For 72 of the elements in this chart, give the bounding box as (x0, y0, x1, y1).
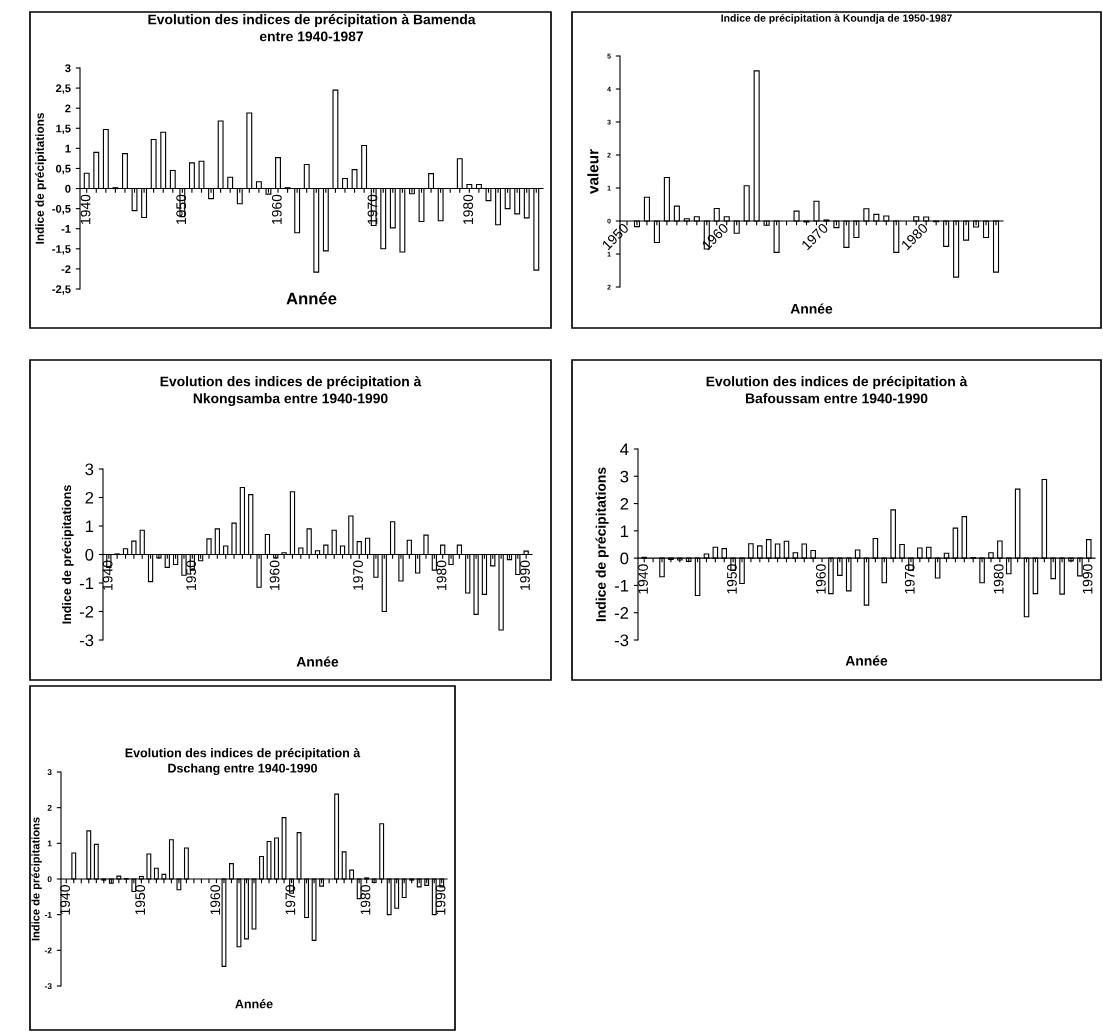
x-axis-title: Année (790, 303, 833, 314)
chart-title: Indice de précipitation à Koundja de 1950-1987 (721, 14, 952, 24)
x-tick-label: 1940 (102, 560, 113, 590)
x-tick-label: 1970 (353, 560, 363, 590)
y-tick-label: -2 (61, 265, 71, 273)
y-tick-label: -1 (44, 911, 52, 918)
y-tick-label: 2,5 (55, 84, 71, 94)
y-tick-label: -2,5 (52, 285, 71, 295)
x-tick-label: 1960 (271, 194, 282, 224)
y-tick-label: 1 (65, 144, 71, 153)
y-tick-label: -1 (79, 577, 94, 590)
x-tick-label: 1990 (1082, 564, 1093, 594)
y-axis-title: Indice de précipitations (35, 113, 47, 244)
chart-title: Evolution des indices de précipitation à Dschang entre 1940-1990 (125, 748, 361, 776)
y-tick-label: 1 (620, 525, 629, 537)
x-tick-label: 1940 (60, 885, 70, 915)
x-tick-label: 1960 (210, 885, 221, 915)
y-tick-label: 4 (620, 443, 629, 456)
y-tick-label: 3 (47, 769, 52, 776)
x-axis-title: Année (296, 656, 339, 667)
y-tick-label: -2 (79, 605, 94, 618)
y-tick-label: -3 (79, 634, 94, 647)
y-tick-label: 3 (65, 64, 71, 73)
y-axis-title: Indice de précipitations (61, 485, 74, 624)
x-tick-label: 1950 (727, 564, 737, 594)
y-tick-label: 2 (85, 491, 94, 504)
x-tick-label: 1960 (269, 560, 280, 590)
y-tick-label: 0 (85, 548, 94, 561)
y-tick-label: -0,5 (52, 204, 71, 215)
y-tick-label: -1,5 (52, 245, 71, 255)
x-tick-label: 1980 (463, 194, 474, 224)
y-axis-title: Indice de précipitations (31, 817, 42, 941)
y-tick-label: -1 (61, 225, 71, 233)
y-tick-label: 1 (47, 840, 52, 847)
x-tick-label: 1970 (904, 564, 915, 594)
x-tick-label: 1990 (520, 560, 530, 590)
y-tick-label: -2 (614, 607, 629, 619)
x-axis-title: Année (845, 655, 888, 666)
y-tick-label: 2 (47, 804, 52, 811)
y-tick-label: 1 (85, 520, 94, 533)
y-tick-label: 0 (620, 552, 629, 565)
x-tick-label: 1980 (993, 564, 1004, 594)
y-tick-label: 1,5 (56, 124, 71, 135)
x-tick-label: 1970 (285, 885, 296, 915)
chart-title: Evolution des indices de précipitation à Bamenda entre 1940-1987 (148, 14, 476, 42)
x-tick-label: 1980 (436, 560, 447, 590)
chart-title: Evolution des indices de précipitation à Bafoussam entre 1940-1990 (706, 376, 968, 404)
y-tick-label: 3 (85, 463, 94, 476)
x-tick-label: 1980 (360, 885, 371, 915)
x-tick-label: 1970 (367, 194, 378, 224)
y-tick-label: -3 (614, 634, 629, 647)
x-tick-label: 1940 (638, 564, 648, 594)
y-tick-label: -3 (44, 983, 52, 990)
x-tick-label: 1950 (176, 194, 187, 224)
y-axis-title: Indice de précipitations (595, 467, 609, 622)
y-tick-label: 2 (65, 104, 71, 113)
y-tick-label: -2 (44, 947, 52, 954)
y-axis-title: valeur (587, 149, 599, 194)
y-tick-label: -1 (614, 580, 629, 592)
x-tick-label: 1950 (135, 885, 146, 915)
x-axis-title: Année (235, 999, 273, 1009)
y-tick-label: 2 (620, 497, 629, 510)
chart-title: Evolution des indices de précipitation à Nkongsamba entre 1940-1990 (160, 376, 422, 407)
y-tick-label: 0 (65, 184, 71, 193)
y-tick-label: 3 (620, 470, 629, 483)
x-axis-title: Année (286, 292, 337, 305)
x-tick-label: 1950 (186, 560, 197, 590)
x-tick-label: 1990 (435, 885, 446, 915)
x-tick-label: 1960 (815, 564, 826, 594)
x-tick-label: 1940 (80, 194, 91, 224)
y-tick-label: 0 (47, 876, 52, 883)
y-tick-label: 0,5 (55, 164, 71, 175)
